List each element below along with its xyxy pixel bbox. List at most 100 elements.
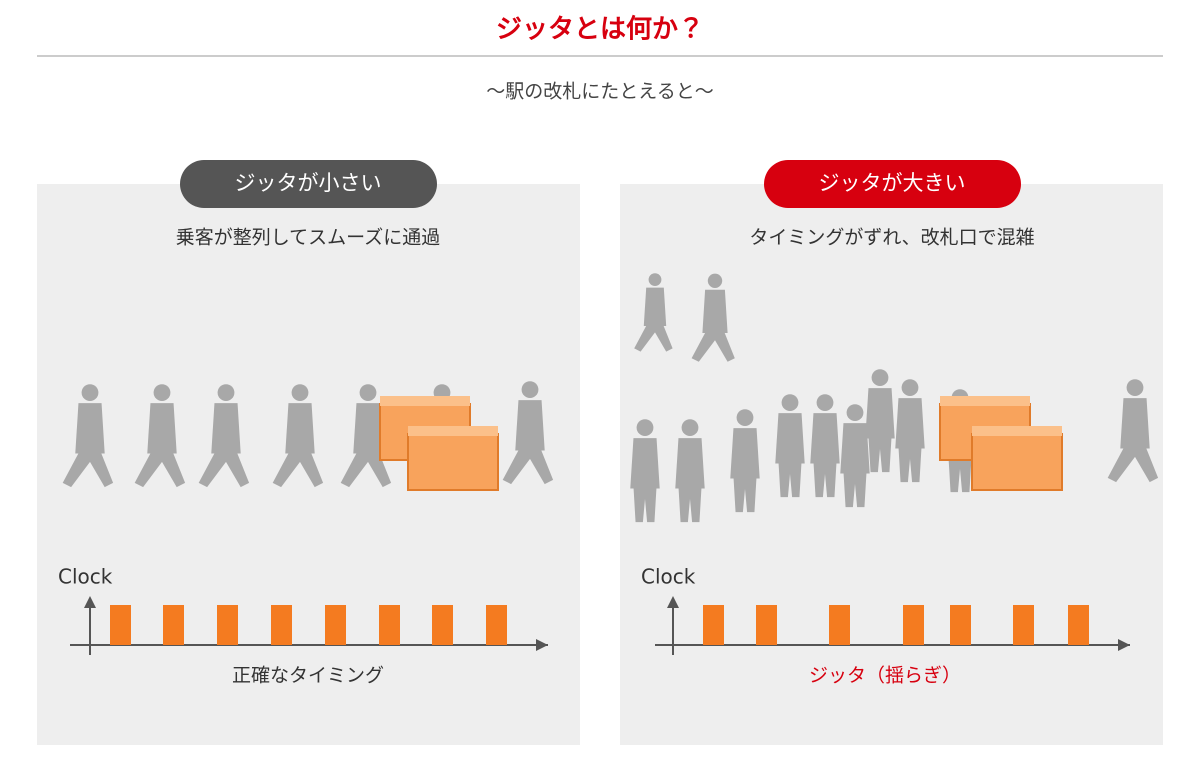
person-body <box>75 403 105 454</box>
person <box>630 419 660 523</box>
person-body <box>515 400 545 451</box>
person-legs <box>813 461 837 498</box>
clock-pulse <box>486 605 507 645</box>
clock-pulse <box>163 605 184 645</box>
person <box>840 404 870 508</box>
caption: タイミングがずれ、改札口で混雑 <box>749 227 1034 249</box>
scene <box>62 273 1159 655</box>
person-body <box>285 403 315 454</box>
person-body <box>840 423 870 474</box>
person-body <box>775 413 805 464</box>
person-head <box>217 384 235 401</box>
person-head <box>359 384 377 401</box>
axis-label: Clock <box>641 565 696 589</box>
person <box>502 381 554 485</box>
subtitle: 〜駅の改札にたとえると〜 <box>486 81 713 103</box>
badge-text: ジッタが大きい <box>819 171 966 195</box>
person-head <box>1126 379 1144 396</box>
gate-top <box>380 396 470 406</box>
clock-pulse <box>325 605 346 645</box>
person-head <box>681 419 699 436</box>
person <box>198 384 250 488</box>
person-body <box>702 289 728 333</box>
footer-label: ジッタ（揺らぎ） <box>809 665 961 687</box>
axis-arrow <box>667 596 679 608</box>
person-legs <box>502 448 554 485</box>
axis-arrow <box>1118 639 1130 651</box>
person-legs <box>272 451 324 488</box>
gate-top <box>940 396 1030 406</box>
clock-pulse <box>110 605 131 645</box>
person-legs <box>633 486 657 523</box>
person <box>340 384 392 488</box>
person <box>134 384 186 488</box>
footer-label: 正確なタイミング <box>232 665 384 687</box>
caption: 乗客が整列してスムーズに通過 <box>176 227 440 249</box>
person <box>1107 379 1159 483</box>
badge <box>764 160 1021 208</box>
person <box>691 273 735 362</box>
clock-pulse <box>432 605 453 645</box>
person-body <box>353 403 383 454</box>
badge-text: ジッタが小さい <box>235 171 382 195</box>
person-legs <box>134 451 186 488</box>
person-head <box>648 273 662 286</box>
clock-pulse <box>950 605 971 645</box>
gate-top <box>972 426 1062 436</box>
clock-pulse <box>903 605 924 645</box>
clock-pulse <box>756 605 777 645</box>
person-legs <box>62 451 114 488</box>
person-head <box>636 419 654 436</box>
person-legs <box>340 451 392 488</box>
person-legs <box>733 476 757 513</box>
person <box>810 394 840 498</box>
axis-arrow <box>536 639 548 651</box>
person <box>634 273 673 352</box>
person-head <box>521 381 539 398</box>
badge <box>180 160 437 208</box>
person-body <box>1120 398 1150 449</box>
person-head <box>871 369 889 386</box>
clock-pulse <box>217 605 238 645</box>
person <box>865 369 895 473</box>
person-legs <box>1107 446 1159 483</box>
axis-label: Clock <box>58 565 113 589</box>
title: ジッタとは何か？ <box>496 15 704 45</box>
clock-pulse <box>703 605 724 645</box>
person-head <box>736 409 754 426</box>
person-body <box>730 428 760 479</box>
person-head <box>846 404 864 421</box>
clock-pulse <box>1013 605 1034 645</box>
person-legs <box>778 461 802 498</box>
person-body <box>865 388 895 439</box>
clock-pulse <box>271 605 292 645</box>
clock-pulse <box>829 605 850 645</box>
person-head <box>781 394 799 411</box>
person-head <box>291 384 309 401</box>
person-legs <box>198 451 250 488</box>
person-head <box>901 379 919 396</box>
person-legs <box>898 446 922 483</box>
person <box>675 419 705 523</box>
person-legs <box>948 456 972 493</box>
gate-top <box>408 426 498 436</box>
person <box>272 384 324 488</box>
person-body <box>147 403 177 454</box>
axis-arrow <box>84 596 96 608</box>
person <box>775 394 805 498</box>
person-head <box>81 384 99 401</box>
person-body <box>211 403 241 454</box>
person <box>730 409 760 513</box>
person-body <box>675 438 705 489</box>
person-head <box>816 394 834 411</box>
person-body <box>643 287 667 326</box>
person-head <box>153 384 171 401</box>
gate <box>407 433 499 491</box>
person-body <box>895 398 925 449</box>
person-head <box>707 273 723 288</box>
person-legs <box>691 331 735 362</box>
person-legs <box>634 324 673 352</box>
gate <box>971 433 1063 491</box>
person-legs <box>843 471 867 508</box>
